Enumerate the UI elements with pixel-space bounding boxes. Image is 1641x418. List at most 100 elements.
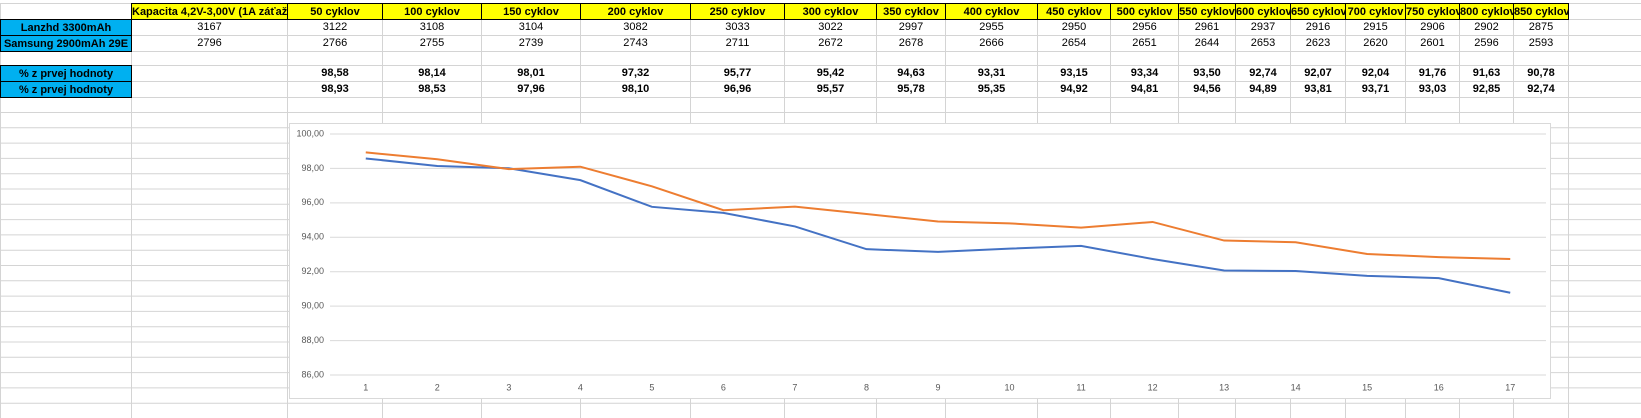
- cell: 2950: [1061, 21, 1087, 33]
- cell: 400 cyklov: [945, 3, 1038, 20]
- cell: 2739: [518, 37, 544, 49]
- cell: 97,96: [517, 83, 545, 95]
- y-tick-label: 96,00: [301, 197, 324, 207]
- x-tick-label: 5: [649, 382, 654, 392]
- cell: 96,96: [723, 83, 752, 95]
- cell: 92,74: [1249, 67, 1277, 79]
- y-tick-label: 88,00: [301, 335, 324, 345]
- cell: 550 cyklov: [1178, 3, 1236, 20]
- y-tick-label: 86,00: [301, 369, 324, 379]
- x-tick-label: 17: [1505, 382, 1515, 392]
- cell: 93,03: [1418, 83, 1447, 95]
- cell: 700 cyklov: [1345, 3, 1406, 20]
- cell: 200 cyklov: [580, 3, 691, 20]
- cell: 600 cyklov: [1235, 3, 1291, 20]
- chart: 86,00 88,00 90,00 92,00 94,00 96,00 98,00 100,0…: [289, 123, 1551, 399]
- x-tick-label: 9: [935, 382, 940, 392]
- cell: 750 cyklov: [1405, 3, 1460, 20]
- cell: 93,50: [1193, 67, 1221, 79]
- cell: 2651: [1132, 37, 1157, 49]
- cell: 93,71: [1361, 83, 1390, 95]
- cell: Lanzhd 3300mAh: [0, 19, 132, 36]
- cell: 2755: [419, 37, 445, 49]
- cell: 2596: [1474, 37, 1499, 49]
- cell: % z prvej hodnoty: [0, 65, 132, 82]
- cell: 2593: [1528, 37, 1554, 49]
- cell: 3108: [419, 21, 445, 33]
- cell: 94,92: [1060, 83, 1088, 95]
- cell: 2766: [322, 37, 348, 49]
- y-tick-label: 90,00: [301, 301, 324, 311]
- cell: 95,35: [977, 83, 1006, 95]
- x-tick-label: 15: [1362, 382, 1372, 392]
- cell: 98,10: [621, 83, 650, 95]
- x-tick-label: 7: [792, 382, 797, 392]
- cell: 2654: [1061, 37, 1087, 49]
- cell: 2743: [623, 37, 648, 49]
- cell: 3082: [623, 21, 648, 33]
- x-tick-label: 14: [1291, 382, 1301, 392]
- cell: 250 cyklov: [690, 3, 785, 20]
- cell: 2796: [197, 37, 222, 49]
- cell: 94,63: [897, 67, 925, 79]
- cell: % z prvej hodnoty: [0, 81, 132, 98]
- cell: 2915: [1363, 21, 1388, 33]
- cell: 93,31: [977, 67, 1006, 79]
- cell: 2875: [1528, 21, 1554, 33]
- cell: 98,14: [418, 67, 446, 79]
- cell: 500 cyklov: [1110, 3, 1179, 20]
- cell: 91,76: [1418, 67, 1447, 79]
- cell: 2678: [898, 37, 924, 49]
- cell: 95,78: [897, 83, 925, 95]
- x-tick-label: 3: [506, 382, 511, 392]
- cell: 92,04: [1361, 67, 1390, 79]
- cell: 98,58: [321, 67, 349, 79]
- y-tick-label: 100,00: [296, 128, 324, 138]
- cell: 2672: [818, 37, 843, 49]
- cell: 2601: [1420, 37, 1445, 49]
- cell: 2620: [1363, 37, 1388, 49]
- cell: 91,63: [1472, 67, 1501, 79]
- cell: 300 cyklov: [784, 3, 877, 20]
- cell: 2906: [1420, 21, 1445, 33]
- cell: 2916: [1305, 21, 1331, 33]
- x-tick-label: 16: [1434, 382, 1444, 392]
- series-line: [365, 157, 1511, 294]
- cell: 93,15: [1060, 67, 1088, 79]
- x-tick-label: 8: [864, 382, 869, 392]
- x-tick-label: 10: [1005, 382, 1015, 392]
- cell: 3104: [518, 21, 544, 33]
- cell: 2623: [1305, 37, 1331, 49]
- cell: 98,53: [418, 83, 446, 95]
- cell: 650 cyklov: [1290, 3, 1346, 20]
- cell: 3033: [725, 21, 750, 33]
- cell: 150 cyklov: [481, 3, 581, 20]
- x-tick-label: 4: [578, 382, 583, 392]
- x-tick-label: 2: [435, 382, 440, 392]
- cell: 90,78: [1527, 67, 1555, 79]
- cell: 2937: [1250, 21, 1276, 33]
- cell: 94,89: [1249, 83, 1277, 95]
- cell: 2956: [1132, 21, 1157, 33]
- cell: 3167: [197, 21, 222, 33]
- cell: 98,01: [517, 67, 545, 79]
- y-tick-label: 92,00: [301, 266, 324, 276]
- cell: 850 cyklov: [1513, 3, 1569, 20]
- cell: 94,81: [1130, 83, 1159, 95]
- cell: 2955: [979, 21, 1004, 33]
- cell: 3122: [322, 21, 348, 33]
- cell: 93,81: [1304, 83, 1332, 95]
- cell: 2644: [1194, 37, 1220, 49]
- cell: 50 cyklov: [287, 3, 383, 20]
- cell: 2653: [1250, 37, 1276, 49]
- cell: 94,56: [1193, 83, 1221, 95]
- cell: 100 cyklov: [382, 3, 482, 20]
- x-tick-label: 11: [1076, 382, 1085, 392]
- cell: 800 cyklov: [1459, 3, 1514, 20]
- x-tick-label: 13: [1219, 382, 1229, 392]
- cell: 95,77: [723, 67, 752, 79]
- x-tick-label: 6: [721, 382, 726, 392]
- cell: 95,42: [816, 67, 845, 79]
- cell: 350 cyklov: [876, 3, 946, 20]
